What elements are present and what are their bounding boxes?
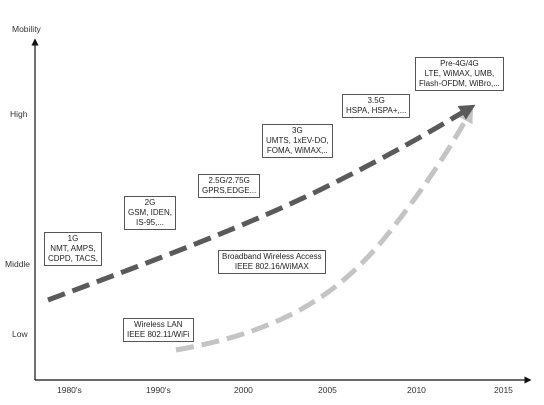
box-3g-line-1: 3G xyxy=(292,126,303,135)
box-2g-line-2: GSM, IDEN, xyxy=(128,208,173,217)
box-4g: Pre-4G/4G LTE, WiMAX, UMB, Flash-OFDM, W… xyxy=(415,57,504,91)
x-tick-2005: 2005 xyxy=(318,385,337,395)
y-tick-low: Low xyxy=(12,329,28,339)
box-3-5g: 3.5G HSPA, HSPA+,... xyxy=(342,94,411,118)
box-2g-line-1: 2G xyxy=(144,198,156,207)
y-tick-high: High xyxy=(10,109,28,119)
box-3g: 3G UMTS, 1xEV-DO, FOMA, WiMAX,.. xyxy=(262,124,333,158)
box-4g-line-1: Pre-4G/4G xyxy=(440,59,479,68)
box-bwa-line-2: IEEE 802.16/WiMAX xyxy=(234,262,309,271)
box-wireless-lan: Wireless LAN IEEE 802.11/WiFi xyxy=(123,318,194,342)
cellular-evolution-arrow xyxy=(47,104,476,303)
box-1g: 1G NMT, AMPS, CDPD, TACS, xyxy=(44,232,102,266)
box-4g-line-3: Flash-OFDM, WiBro,... xyxy=(419,79,500,88)
box-2-5g: 2.5G/2.75G GPRS,EDGE... xyxy=(198,174,261,198)
box-4g-line-2: LTE, WiMAX, UMB, xyxy=(424,69,495,78)
box-1g-line-1: 1G xyxy=(67,234,79,243)
box-broadband-wireless: Broadband Wireless Access IEEE 802.16/Wi… xyxy=(218,250,326,274)
box-2-5g-line-2: GPRS,EDGE... xyxy=(202,186,257,195)
box-3g-line-2: UMTS, 1xEV-DO, xyxy=(266,136,329,145)
x-tick-1980s: 1980's xyxy=(57,385,82,395)
box-1g-line-3: CDPD, TACS, xyxy=(48,254,98,263)
box-1g-line-2: NMT, AMPS, xyxy=(50,244,96,253)
y-axis-title: Mobility xyxy=(12,24,42,34)
x-tick-2010: 2010 xyxy=(407,385,426,395)
box-3-5g-line-1: 3.5G xyxy=(367,96,385,105)
box-wlan-line-2: IEEE 802.11/WiFi xyxy=(127,330,190,339)
box-bwa-line-1: Broadband Wireless Access xyxy=(222,252,322,261)
box-2g-line-3: IS-95,... xyxy=(136,218,165,227)
x-tick-2000: 2000 xyxy=(234,385,253,395)
box-3g-line-3: FOMA, WiMAX,.. xyxy=(266,146,328,155)
x-tick-1990s: 1990's xyxy=(146,385,171,395)
box-wlan-line-1: Wireless LAN xyxy=(134,320,183,329)
box-3-5g-line-2: HSPA, HSPA+,... xyxy=(346,106,407,115)
box-2-5g-line-1: 2.5G/2.75G xyxy=(208,176,250,185)
y-tick-middle: Middle xyxy=(5,259,30,269)
wireless-evolution-arrow xyxy=(175,106,474,353)
x-tick-2015: 2015 xyxy=(494,385,513,395)
box-2g: 2G GSM, IDEN, IS-95,... xyxy=(124,196,177,230)
